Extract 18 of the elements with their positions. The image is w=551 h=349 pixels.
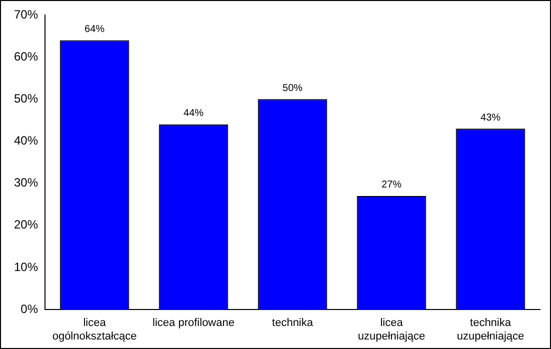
x-tick-label: licea uzupełniające — [358, 317, 426, 342]
x-tick-label: licea ogólnokształcące — [52, 317, 137, 342]
data-label: 50% — [282, 82, 303, 94]
y-tick-label: 0% — [20, 302, 38, 316]
y-tick-label: 10% — [14, 260, 38, 274]
data-label: 64% — [84, 24, 105, 35]
data-label: 43% — [480, 112, 501, 124]
data-label: 27% — [381, 180, 402, 191]
y-tick-label: 20% — [14, 218, 38, 232]
y-tick-label: 50% — [14, 91, 38, 106]
y-tick-label: 70% — [14, 7, 38, 22]
x-tick-label: technika uzupełniające — [456, 317, 524, 342]
x-tick-label: technika — [272, 317, 314, 330]
data-label: 44% — [184, 108, 204, 120]
y-tick-label: 60% — [14, 49, 38, 64]
x-tick-label: licea profilowane — [152, 317, 234, 330]
y-tick-label: 30% — [14, 176, 38, 190]
y-tick-label: 40% — [14, 134, 38, 148]
